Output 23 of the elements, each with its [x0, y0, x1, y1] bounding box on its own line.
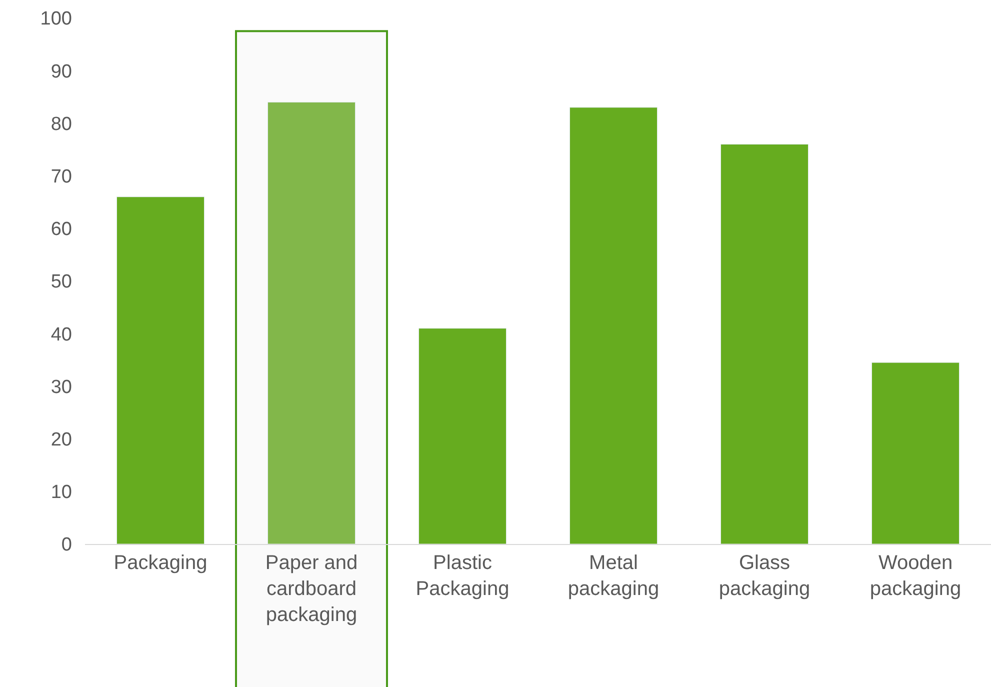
y-tick-label: 0: [61, 534, 72, 556]
bar: [116, 196, 205, 544]
y-tick-label: 40: [50, 324, 72, 346]
y-tick-label: 50: [50, 272, 72, 293]
x-tick-label: Plastic Packaging: [416, 552, 510, 600]
bar: [267, 102, 356, 544]
y-tick-label: 20: [50, 429, 72, 450]
bar: [871, 362, 960, 544]
x-tick-label: Packaging: [114, 552, 208, 574]
x-tick-label: Paper and cardboard packaging: [265, 552, 358, 626]
bar: [720, 144, 809, 544]
y-tick-label: 90: [50, 61, 72, 82]
y-tick-label: 30: [50, 376, 72, 398]
x-tick-label: Glass packaging: [718, 552, 810, 600]
x-tick-label: Wooden packaging: [870, 552, 962, 600]
y-tick-label: 60: [50, 219, 72, 240]
y-tick-label: 80: [50, 114, 72, 135]
y-tick-label: 100: [40, 8, 72, 30]
y-tick-label: 10: [50, 482, 72, 504]
y-tick-label: 70: [50, 166, 72, 188]
bar: [569, 107, 658, 544]
bar: [418, 328, 507, 544]
x-tick-label: Metal packaging: [568, 552, 660, 600]
